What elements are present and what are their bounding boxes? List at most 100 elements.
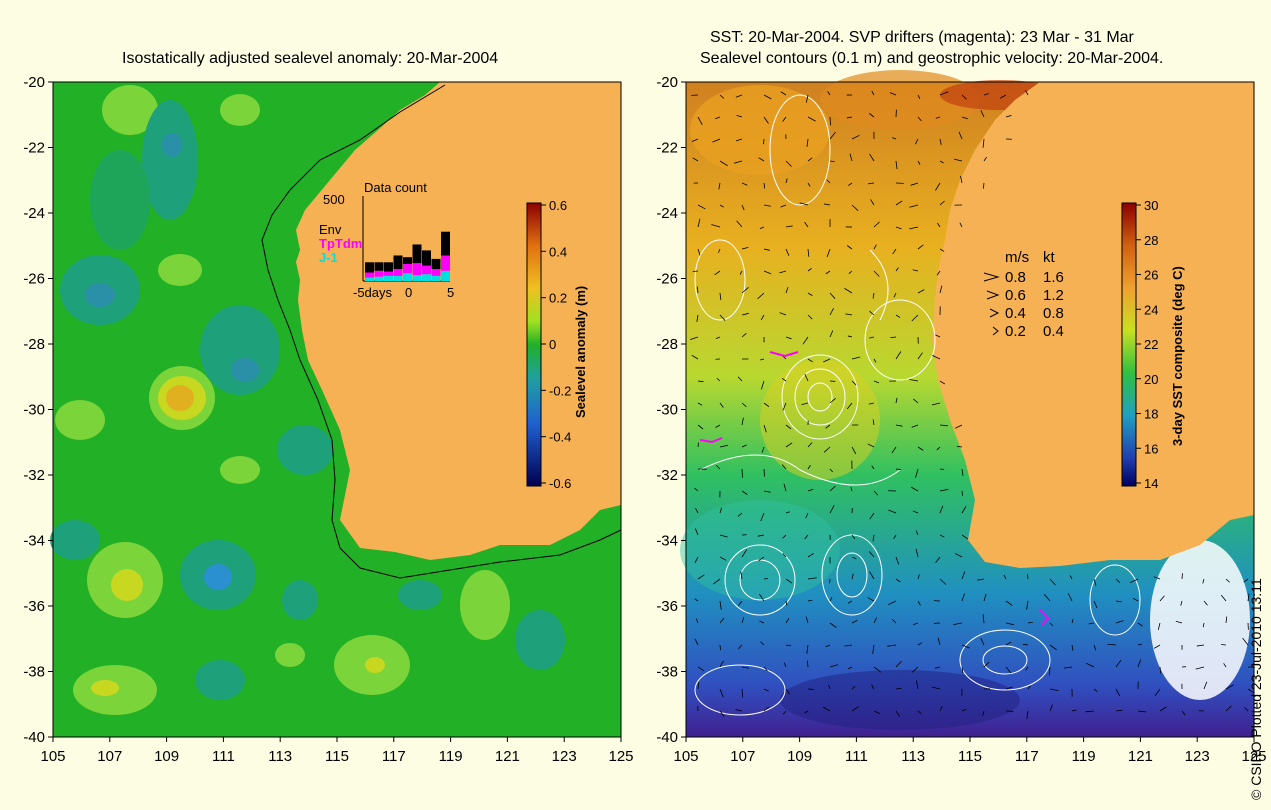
velocity-arrow: [1247, 593, 1250, 602]
velocity-arrow: [872, 419, 875, 426]
velocity-arrow: [829, 596, 833, 602]
data-count-bar-env: [431, 258, 441, 270]
velocity-arrow: [851, 573, 854, 580]
velocity-arrow: [741, 333, 747, 338]
velocity-arrow: [715, 116, 721, 120]
velocity-arrow: [696, 286, 699, 294]
velocity-arrow: [851, 534, 856, 540]
velocity-arrow: [763, 424, 767, 433]
velocity-arrow: [1137, 622, 1143, 627]
velocity-arrow: [980, 637, 985, 646]
velocity-arrow: [780, 204, 787, 208]
velocity-arrow: [847, 335, 853, 338]
velocity-arrow: [1221, 644, 1227, 646]
velocity-arrow: [807, 248, 810, 257]
velocity-arrow: [829, 485, 836, 492]
velocity-arrow: [807, 488, 814, 492]
velocity-arrow: [759, 226, 765, 229]
velocity-arrow: [847, 666, 853, 670]
velocity-arrow: [718, 248, 721, 253]
velocity-arrow: [696, 314, 699, 322]
right-colorbar-tick: 28: [1144, 233, 1158, 248]
velocity-arrow: [895, 351, 902, 360]
data-count-bar-j1: [374, 276, 384, 281]
velocity-arrow: [936, 270, 941, 276]
velocity-arrow: [805, 512, 809, 519]
velocity-arrow: [956, 445, 963, 448]
data-count-bar-tp: [365, 272, 374, 278]
velocity-arrow: [807, 358, 813, 363]
velocity-arrow: [1005, 641, 1012, 646]
sla-features: [50, 85, 565, 715]
velocity-arrow: [807, 465, 811, 470]
velocity-arrow: [1086, 662, 1095, 668]
velocity-arrow: [939, 505, 944, 514]
right-y-tick-label: -38: [656, 664, 678, 681]
velocity-arrow: [939, 138, 942, 145]
left-y-tick-label: -34: [23, 533, 45, 550]
velocity-arrow: [939, 534, 945, 538]
velocity-arrow: [936, 446, 941, 451]
velocity-arrow: [915, 468, 919, 478]
velocity-arrow: [823, 446, 831, 453]
velocity-arrow: [763, 402, 770, 407]
left-x-tick-label: 115: [325, 748, 349, 765]
velocity-arrow: [719, 160, 728, 167]
velocity-arrow: [844, 644, 853, 647]
velocity-arrow: [895, 660, 902, 668]
velocity-arrow: [895, 468, 901, 470]
velocity-arrow: [915, 548, 919, 558]
velocity-arrow: [895, 267, 899, 272]
velocity-arrow: [825, 644, 831, 648]
velocity-arrow: [829, 664, 839, 668]
velocity-arrow: [697, 424, 704, 430]
velocity-arrow: [890, 336, 897, 338]
velocity-arrow: [737, 512, 743, 517]
velocity-arrow: [872, 644, 875, 654]
velocity-arrow: [958, 131, 963, 140]
velocity-arrow: [712, 138, 721, 143]
velocity-arrow: [719, 94, 725, 99]
velocity-arrow: [1093, 644, 1097, 651]
velocity-arrow: [939, 200, 945, 206]
velocity-legend-kt-value: 0.8: [1043, 305, 1064, 322]
velocity-arrow: [741, 617, 745, 624]
velocity-arrow: [694, 598, 699, 602]
velocity-arrow: [961, 468, 964, 476]
svp-drifters: [699, 351, 1050, 626]
velocity-arrow: [1115, 600, 1122, 603]
velocity-arrow: [913, 398, 919, 404]
velocity-arrow: [781, 378, 787, 382]
velocity-arrow: [1026, 710, 1029, 720]
velocity-arrow: [1159, 666, 1162, 674]
velocity-arrow: [845, 313, 853, 316]
velocity-arrow: [939, 285, 943, 294]
velocity-arrow: [911, 666, 919, 673]
velocity-arrow: [779, 312, 787, 316]
velocity-arrow: [781, 464, 787, 470]
velocity-arrow: [939, 706, 943, 712]
data-count-bar-env: [374, 262, 384, 271]
velocity-arrow: [785, 600, 788, 606]
velocity-arrow: [953, 158, 963, 162]
velocity-arrow: [1049, 644, 1057, 651]
velocity-arrow: [1049, 578, 1056, 586]
velocity-arrow: [807, 577, 817, 580]
velocity-arrow: [917, 642, 923, 646]
velocity-arrow: [760, 512, 765, 522]
velocity-arrow: [910, 182, 919, 186]
right-y-tick-label: -32: [656, 467, 678, 484]
left-colorbar-tick: -0.4: [549, 430, 571, 445]
velocity-arrow: [939, 488, 949, 492]
velocity-arrow: [931, 402, 941, 406]
velocity-arrow: [1115, 688, 1121, 697]
velocity-arrow: [980, 110, 985, 118]
right-y-axis: -20 -22 -24 -26 -28 -30 -32 -34 -36 -38 -40: [656, 74, 686, 746]
right-colorbar-tick: 18: [1144, 407, 1158, 422]
velocity-arrow: [719, 617, 725, 624]
data-count-bar-tp: [374, 270, 384, 277]
right-x-tick-label: 121: [1128, 748, 1153, 765]
velocity-arrow: [868, 402, 875, 405]
velocity-arrow: [736, 114, 743, 118]
velocity-arrow: [741, 417, 744, 426]
